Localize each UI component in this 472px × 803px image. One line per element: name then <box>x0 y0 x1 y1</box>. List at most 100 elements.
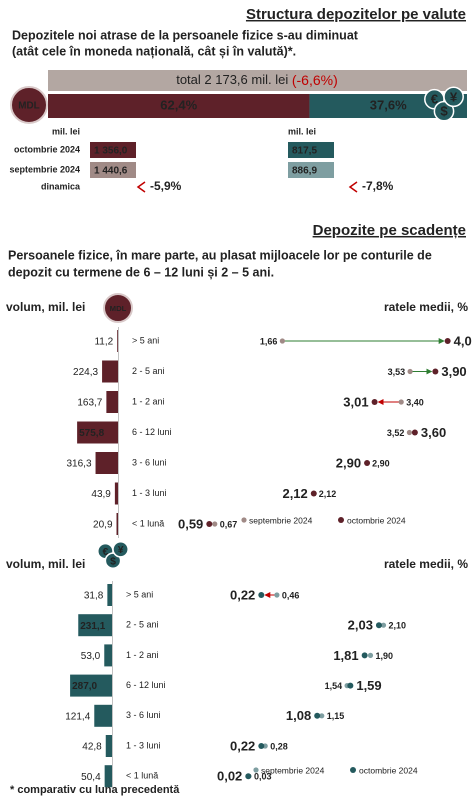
rate-oct-label: 1,08 <box>286 708 311 723</box>
volume-bar <box>114 482 118 505</box>
volume-bar <box>77 421 118 444</box>
rate-oct-label: 1,81 <box>333 648 358 663</box>
lead: (atât cele în moneda națională, cât și î… <box>12 44 296 58</box>
dynamics-arrow <box>348 181 358 193</box>
legend-label: septembrie 2024 <box>249 515 313 525</box>
volume-label: 20,9 <box>93 520 113 531</box>
total-change: (-6,6%) <box>292 72 338 88</box>
fx-coin <box>112 540 129 558</box>
share-label: 37,6% <box>370 97 407 112</box>
term-label: 1 - 3 luni <box>126 740 161 750</box>
rate-sep <box>398 399 404 405</box>
unit-label: mil. lei <box>288 126 316 136</box>
volume-label: 42,8 <box>82 742 102 753</box>
fx-symbol: $ <box>440 104 448 119</box>
dynamics-value: -7,8% <box>362 179 394 193</box>
rate-sep-label: 3,53 <box>388 367 406 377</box>
rate-oct <box>206 521 213 527</box>
rate-oct <box>411 429 418 436</box>
rate-sep-label: 1,90 <box>376 651 394 661</box>
value-label: 886,9 <box>292 166 317 177</box>
rate-sep-label: 2,12 <box>319 489 337 499</box>
term-label: 6 - 12 luni <box>126 680 166 690</box>
volume-label: 53,0 <box>81 651 101 662</box>
rate-sep-label: 1,54 <box>325 681 343 691</box>
volume-label: 11,2 <box>94 337 113 348</box>
fx-coin <box>443 86 464 108</box>
volume-label: 50,4 <box>81 772 101 783</box>
term-label: 3 - 6 luni <box>126 710 161 720</box>
rate-oct <box>432 368 439 375</box>
section-title: Structura depozitelor pe valute <box>246 6 466 23</box>
volume-label: 31,8 <box>84 591 104 602</box>
rate-sep <box>319 713 325 719</box>
lead: Persoanele fizice, în mare parte, au pla… <box>8 248 432 262</box>
axis-label: volum, mil. lei <box>6 557 85 571</box>
rate-sep-label: 1,15 <box>327 711 345 721</box>
term-label: 2 - 5 ani <box>126 620 159 630</box>
volume-label: 316,3 <box>67 459 92 470</box>
rate-sep-label: 0,67 <box>220 519 238 529</box>
rate-oct-label: 1,59 <box>356 678 381 693</box>
mdl-badge <box>10 86 48 124</box>
rate-oct <box>258 592 265 598</box>
fx-symbol: ¥ <box>118 545 124 556</box>
term-label: 3 - 6 luni <box>132 457 167 467</box>
total-bar <box>48 70 467 91</box>
legend-label: octombrie 2024 <box>347 515 406 525</box>
volume-bar <box>104 644 112 667</box>
total: total 2 173,6 mil. lei <box>176 72 288 87</box>
rate-oct-label: 2,03 <box>348 618 373 633</box>
volume-label: 224,3 <box>73 367 98 378</box>
rate-sep <box>406 429 413 436</box>
rate-sep <box>274 592 280 598</box>
value-label: 817,5 <box>292 146 317 157</box>
row-label: octombrie 2024 <box>14 144 80 154</box>
volume-label: 231,1 <box>80 621 105 632</box>
rate-oct <box>361 652 368 659</box>
rate-oct <box>310 490 317 497</box>
volume-bar <box>78 614 112 637</box>
value-box <box>288 142 334 158</box>
volume-bar <box>95 452 118 474</box>
rate-oct <box>375 622 382 629</box>
rate-oct <box>314 712 321 719</box>
rate-oct-label: 0,22 <box>230 587 255 602</box>
legend-label: octombrie 2024 <box>359 765 418 775</box>
term-label: 6 - 12 luni <box>132 427 172 437</box>
section-title: Depozite pe scadențe <box>313 222 466 239</box>
rate-sep-label: 0,46 <box>282 590 300 600</box>
volume-bar <box>102 360 118 383</box>
term-label: < 1 lună <box>126 771 158 781</box>
dynamics-arrow <box>136 181 146 193</box>
rate-oct-label: 3,01 <box>343 394 368 409</box>
fx-symbol: € <box>102 547 108 558</box>
rate-oct-label: 3,90 <box>441 364 466 379</box>
rate-oct <box>371 399 378 405</box>
volume-label: 121,4 <box>65 711 90 722</box>
rate-sep-label: 3,40 <box>406 397 424 407</box>
dynamics-value: -5,9% <box>150 179 182 193</box>
term-label: 2 - 5 ani <box>132 366 165 376</box>
legend-oct <box>338 517 344 523</box>
rate-oct-label: 3,60 <box>421 425 446 440</box>
term-label: 1 - 2 ani <box>132 396 165 406</box>
rate-sep <box>212 521 218 527</box>
value-box <box>90 162 136 178</box>
rate-sep-label: 3,52 <box>387 428 405 438</box>
fx-symbol: $ <box>110 556 116 567</box>
unit-label: mil. lei <box>52 126 80 136</box>
fx-coin <box>433 100 455 122</box>
volume-bar <box>104 765 112 788</box>
rate-sep <box>367 652 374 659</box>
term-label: 1 - 3 luni <box>132 488 167 498</box>
rate-oct <box>245 773 252 780</box>
rate-oct <box>444 338 451 344</box>
axis-label: ratele medii, % <box>384 557 468 571</box>
value-box <box>90 142 136 158</box>
rate-oct-label: 4,08 <box>454 333 472 348</box>
term-label: 1 - 2 ani <box>126 650 159 660</box>
volume-bar <box>94 704 112 727</box>
axis-label: volum, mil. lei <box>6 300 85 314</box>
